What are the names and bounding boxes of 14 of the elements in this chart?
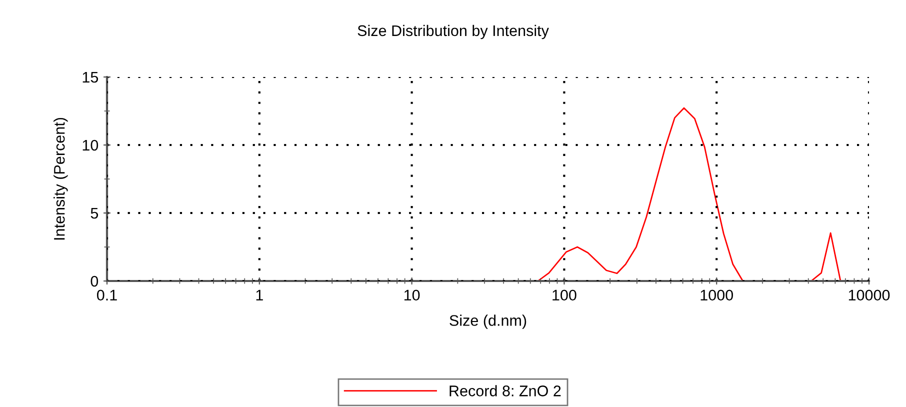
x-tick-label: 0.1 — [96, 290, 117, 301]
x-tick-label: 100 — [552, 290, 576, 301]
x-axis-title: Size (d.nm) — [450, 314, 526, 329]
y-tick-label: 10 — [82, 140, 98, 151]
y-axis-title: Intensity (Percent) — [54, 118, 68, 240]
text: Record 8: ZnO 2 — [450, 385, 561, 396]
y-tick-label: 15 — [82, 72, 98, 83]
x-tick-label: 1 — [256, 290, 263, 300]
chart-title: Size Distribution by Intensity — [358, 24, 549, 40]
x-tick-label: 10 — [404, 290, 420, 301]
y-tick-label: 0 — [90, 276, 98, 287]
y-tick-label: 5 — [90, 208, 98, 219]
x-tick-label: 10000 — [848, 290, 890, 301]
x-tick-label: 1000 — [700, 290, 733, 301]
